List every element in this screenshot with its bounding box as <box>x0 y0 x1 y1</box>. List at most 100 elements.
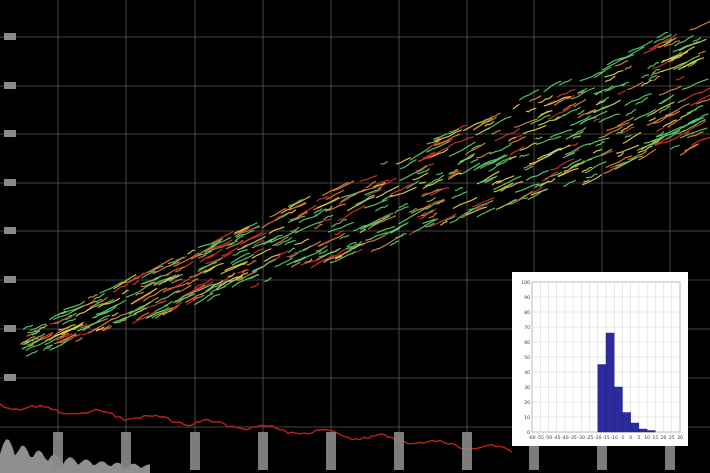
track-segment <box>153 274 177 285</box>
track-segment <box>624 134 632 139</box>
track-segment <box>316 195 329 202</box>
histogram-bar <box>614 386 623 433</box>
track-segment <box>604 70 624 78</box>
track-segment <box>151 307 173 319</box>
track-segment <box>556 88 576 98</box>
track-segment <box>359 228 367 234</box>
track-segment <box>692 37 702 43</box>
track-segment <box>577 90 585 95</box>
track-segment <box>287 247 295 254</box>
track-segment <box>359 175 378 182</box>
track-segment <box>687 61 697 68</box>
track-segment <box>436 172 444 176</box>
track-segment <box>620 126 635 134</box>
track-segment <box>627 81 644 91</box>
track-segment <box>339 234 350 240</box>
track-segment <box>187 249 195 255</box>
track-segment <box>231 273 259 288</box>
histogram-y-tick-label: 60 <box>524 340 530 346</box>
track-segment <box>52 308 79 321</box>
track-segment <box>465 142 486 156</box>
track-segment <box>448 172 462 180</box>
track-segment <box>658 105 671 114</box>
track-segment <box>168 274 197 291</box>
histogram-x-tick-label: -35 <box>569 435 576 441</box>
track-segment <box>76 320 101 332</box>
track-segment <box>601 55 629 71</box>
track-segment <box>617 152 625 158</box>
track-segment <box>288 245 311 259</box>
track-segment <box>588 137 610 146</box>
track-segment <box>471 145 482 150</box>
track-segment <box>237 226 261 235</box>
histogram-y-tick-label: 20 <box>524 400 530 406</box>
track-segment <box>625 108 637 117</box>
track-segment <box>287 215 306 224</box>
track-segment <box>539 178 556 188</box>
track-segment <box>377 179 390 185</box>
track-segment <box>508 136 517 142</box>
track-segment <box>525 170 549 181</box>
track-segment <box>570 115 591 127</box>
track-segment <box>270 230 298 244</box>
track-segment <box>562 102 577 111</box>
track-segment <box>121 289 129 295</box>
histogram-x-tick-label: -50 <box>545 435 552 441</box>
track-segment <box>616 130 624 135</box>
track-segment <box>195 269 206 276</box>
track-segment <box>479 154 508 169</box>
track-segment <box>380 161 388 165</box>
track-segment <box>171 278 183 284</box>
track-segment <box>447 169 462 178</box>
track-segment <box>274 257 294 268</box>
histogram-bar <box>638 428 648 433</box>
track-segment <box>428 141 440 149</box>
track-segment <box>194 292 214 306</box>
track-segment <box>563 179 576 188</box>
x-tick-label <box>462 432 472 470</box>
track-segment <box>566 94 576 100</box>
track-segment <box>49 337 74 351</box>
track-segment <box>173 252 200 268</box>
track-segment <box>428 148 449 159</box>
track-segment <box>235 230 255 239</box>
track-segment <box>663 40 681 48</box>
track-segment <box>675 75 685 81</box>
track-segment <box>263 214 284 228</box>
track-segment <box>425 222 435 228</box>
track-segment <box>648 117 657 122</box>
track-segment <box>335 255 343 260</box>
track-segment <box>537 110 553 119</box>
track-segment <box>538 116 561 126</box>
track-segment <box>624 92 652 107</box>
track-segment <box>638 148 657 161</box>
track-segment <box>415 163 435 172</box>
histogram-x-tick-label: -45 <box>553 435 560 441</box>
track-segment <box>389 186 417 198</box>
track-segment <box>593 118 600 122</box>
track-segment <box>566 149 580 157</box>
track-segment <box>454 187 464 191</box>
histogram-y-tick-label: 90 <box>524 295 530 301</box>
track-segment <box>318 232 346 247</box>
track-segment <box>550 113 565 122</box>
track-segment <box>658 37 677 49</box>
track-segment <box>90 296 108 308</box>
track-segment <box>206 293 221 302</box>
track-segment <box>318 250 337 258</box>
y-tick-label <box>4 276 16 283</box>
track-segment <box>653 34 672 44</box>
track-segment <box>595 99 606 106</box>
track-segment <box>34 324 48 333</box>
track-segment <box>390 227 401 234</box>
track-segment <box>580 110 608 124</box>
track-segment <box>365 180 377 189</box>
track-segment <box>595 141 605 147</box>
track-segment <box>614 156 637 170</box>
track-segment <box>323 214 334 221</box>
track-segment <box>653 110 681 125</box>
track-segment <box>681 78 709 91</box>
track-segment <box>174 291 193 302</box>
